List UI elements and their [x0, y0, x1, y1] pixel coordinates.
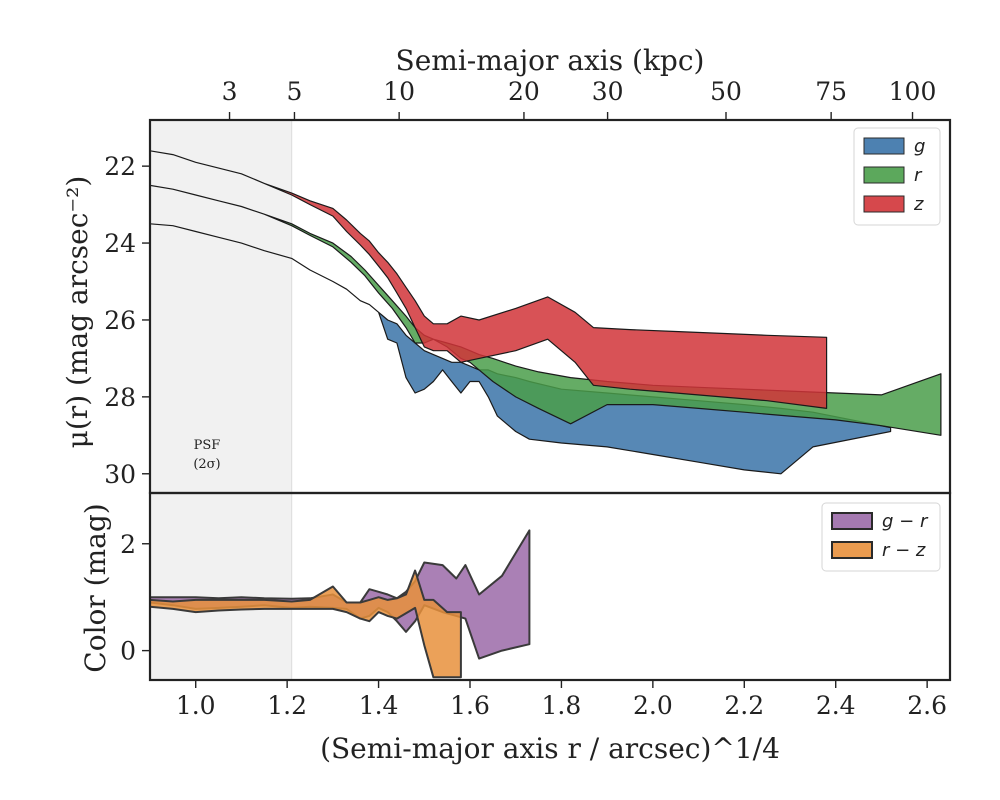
- top-xtick-label: 75: [815, 77, 847, 106]
- psf-shaded-region: [150, 120, 292, 680]
- bottom-legend-swatch: [831, 512, 873, 530]
- top-legend: grz: [853, 127, 941, 226]
- top-ytick-label: 22: [104, 152, 136, 181]
- top-legend-swatch: [863, 195, 905, 213]
- bottom-ytick-label: 0: [120, 637, 136, 666]
- xtick-label: 1.0: [176, 691, 216, 720]
- xtick-label: 1.8: [542, 691, 582, 720]
- xtick-label: 2.2: [724, 691, 764, 720]
- bottom-legend: g − r r − z: [821, 502, 941, 572]
- bottom-legend-swatch: [831, 541, 873, 559]
- color-areas: [150, 529, 531, 679]
- top-ytick-label: 28: [104, 383, 136, 412]
- top-xtick-label: 100: [889, 77, 937, 106]
- bottom-legend-label: r − z: [882, 540, 926, 561]
- top-legend-label: z: [913, 194, 924, 215]
- top-legend-label: r: [914, 165, 923, 186]
- psf-label-line2: (2σ): [193, 457, 220, 472]
- top-xtick-label: 20: [508, 77, 540, 106]
- bottom-panel-frame: [148, 491, 952, 682]
- top-xtick-label: 10: [383, 77, 415, 106]
- bottom-y-axis-title: Color (mag): [79, 503, 112, 672]
- band-z: [150, 150, 828, 409]
- top-ytick-label: 30: [104, 460, 136, 489]
- band-g: [150, 223, 892, 475]
- top-legend-swatch: [863, 166, 905, 184]
- top-xtick-label: 30: [592, 77, 624, 106]
- xtick-label: 1.2: [267, 691, 307, 720]
- xtick-label: 1.4: [359, 691, 399, 720]
- band-r: [150, 184, 942, 436]
- bottom-x-axis-title: (Semi-major axis r / arcsec)^1/4: [320, 732, 780, 765]
- top-axis-title: Semi-major axis (kpc): [396, 44, 705, 77]
- top-legend-label: g: [914, 136, 925, 157]
- xtick-label: 2.4: [816, 691, 856, 720]
- xtick-label: 2.6: [907, 691, 947, 720]
- top-legend-swatch: [863, 137, 905, 155]
- xtick-label: 2.0: [633, 691, 673, 720]
- bottom-ytick-label: 2: [120, 530, 136, 559]
- bottom-legend-label: g − r: [882, 511, 929, 532]
- band-rz: [150, 569, 462, 679]
- legend-layer: grz g − r r − z: [821, 127, 941, 572]
- top-xtick-label: 3: [222, 77, 238, 106]
- top-y-axis-title: μ(r) (mag arcsec⁻²): [61, 176, 94, 449]
- xtick-label: 1.6: [450, 691, 490, 720]
- axes-layer: 22 24 26 28 30 0 2 1.0 1.2 1.4 1.6 1.8 2.0 2.2 2.4 2.6 3…: [104, 77, 952, 720]
- surface-brightness-areas: [150, 150, 942, 475]
- top-ytick-label: 26: [104, 306, 136, 335]
- top-ytick-label: 24: [104, 229, 136, 258]
- psf-label-line1: PSF: [194, 438, 221, 453]
- psf-shaded-region-layer: [150, 120, 293, 680]
- top-xtick-label: 50: [710, 77, 742, 106]
- top-xtick-label: 5: [287, 77, 303, 106]
